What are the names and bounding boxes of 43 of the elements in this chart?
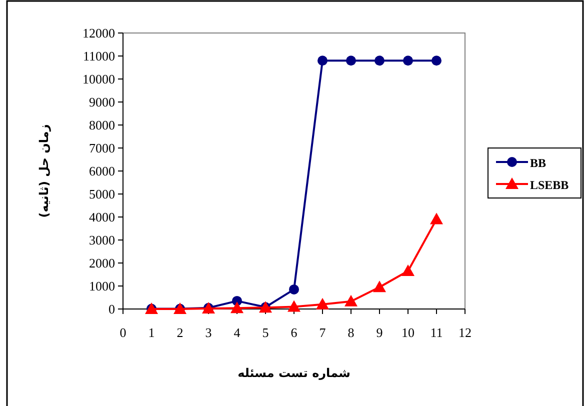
point xyxy=(373,280,386,292)
y-tick-label: 0 xyxy=(108,302,115,316)
y-axis-title: زمان حل (ثانیه) xyxy=(37,124,51,218)
y-tick-label: 3000 xyxy=(89,232,115,248)
x-tick-label: 2 xyxy=(176,325,184,340)
point xyxy=(230,302,244,314)
x-tick-label: 12 xyxy=(458,325,472,340)
legend-label: LSEBB xyxy=(530,178,569,192)
x-tick-label: 5 xyxy=(262,325,269,340)
y-tick-label: 12000 xyxy=(82,26,115,40)
point xyxy=(374,56,384,66)
x-tick-label: 11 xyxy=(430,325,443,340)
y-tick-label: 6000 xyxy=(89,164,115,178)
y-tick-label: 1000 xyxy=(89,278,115,294)
y-tick-label: 10000 xyxy=(82,72,115,86)
y-tick-label: 4000 xyxy=(89,210,115,224)
x-tick-label: 7 xyxy=(319,325,326,340)
x-tick-label: 0 xyxy=(120,325,126,340)
point xyxy=(403,56,413,66)
point xyxy=(318,56,328,66)
y-tick-label: 9000 xyxy=(89,94,115,110)
point xyxy=(430,212,443,224)
x-tick-label: 4 xyxy=(234,325,241,340)
point xyxy=(288,300,300,312)
x-tick-label: 6 xyxy=(290,325,298,340)
point xyxy=(289,284,299,294)
y-tick-label: 8000 xyxy=(89,118,115,132)
x-tick-label: 3 xyxy=(205,325,212,340)
y-tick-label: 2000 xyxy=(89,256,115,270)
x-tick-label: 8 xyxy=(348,325,354,340)
x-tick-label: 1 xyxy=(148,325,155,340)
point xyxy=(432,56,442,66)
legend-label: BB xyxy=(530,156,546,170)
x-tick-label: 10 xyxy=(402,325,414,340)
y-tick-label: 7000 xyxy=(89,140,115,156)
y-tick-label: 5000 xyxy=(89,186,115,202)
point xyxy=(346,56,356,66)
x-axis-title: شماره تست مسئله xyxy=(238,366,350,380)
point xyxy=(316,298,329,310)
point xyxy=(344,294,358,306)
y-tick-label: 11000 xyxy=(82,48,115,64)
x-tick-label: 9 xyxy=(376,325,383,340)
point xyxy=(402,264,414,276)
